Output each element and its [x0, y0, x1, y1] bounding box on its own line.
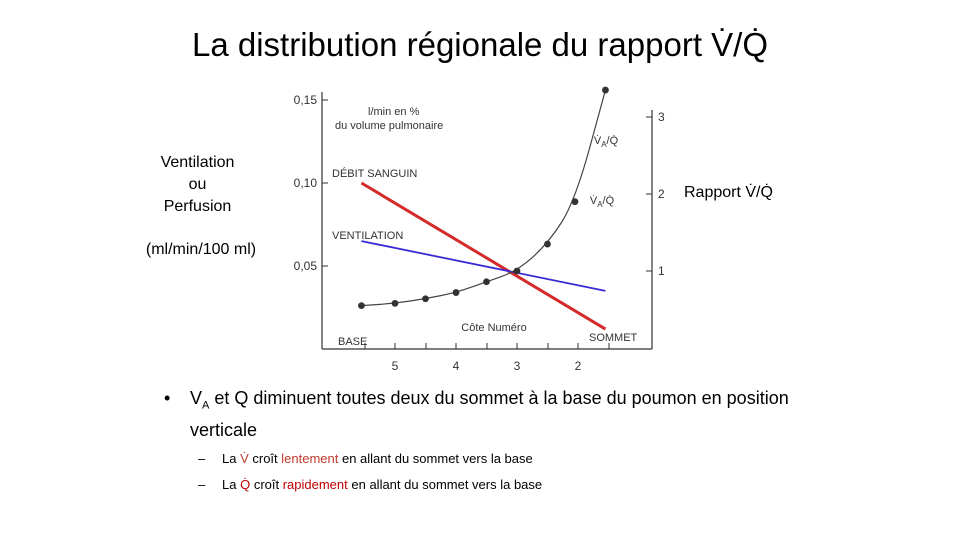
ratio-data-point [422, 295, 429, 303]
sub2-c: en allant du sommet vers la base [347, 476, 543, 492]
ratio-data-point [452, 289, 460, 296]
bullet-subscript: A [202, 399, 210, 412]
left-tick-label: 0,10 [294, 176, 318, 190]
bullet-dot-icon: • [164, 388, 171, 408]
ratio-data-point [571, 198, 579, 206]
right-tick-label: 2 [658, 187, 665, 201]
left-axis-title-line1: l/min en % [368, 106, 420, 118]
ratio-data-point [513, 267, 521, 275]
sub1-symbol: V̇ [240, 450, 249, 466]
left-tick-label: 0,15 [294, 93, 318, 107]
x-left-label: BASE [338, 336, 367, 348]
ratio-data-point [391, 299, 399, 307]
ratio-data-point [544, 240, 551, 248]
x-right-label: SOMMET [589, 332, 638, 344]
sub-bullet-2: – La Q̇ croît rapidement en allant du so… [160, 476, 800, 494]
x-tick-label: 4 [453, 359, 460, 372]
left-axis-label-line3: Perfusion [163, 198, 232, 215]
bullet-text-b: et Q diminuent toutes deux du sommet à l… [190, 388, 789, 440]
sub1-emph: lentement [281, 450, 339, 466]
dash-icon: – [198, 450, 206, 466]
left-tick-marks [322, 99, 328, 267]
sub2-emph: rapidement [282, 476, 348, 492]
left-axis-title-line2: du volume pulmonaire [335, 120, 443, 132]
sub1-a: La [222, 450, 241, 466]
dash-icon: – [198, 476, 206, 492]
sub2-b: croît [250, 476, 283, 492]
x-tick-label: 2 [575, 359, 582, 372]
series-label-ventilation: VENTILATION [332, 230, 403, 242]
bullet-text-a: V [190, 388, 203, 408]
ratio-data-point [483, 278, 490, 286]
left-tick-label: 0,05 [294, 259, 318, 273]
chart-figure: 0,15 0,10 0,05 3 2 1 5 4 3 2 l/min en [280, 82, 680, 377]
slide-title: La distribution régionale du rapport V̇/… [191, 26, 769, 63]
x-axis-title: Côte Numéro [461, 322, 526, 334]
sub1-c: en allant du sommet vers la base [338, 450, 533, 466]
sub2-symbol: Q̇ [240, 476, 251, 492]
series-label-ratio-mid: V̇A/Q̇ [590, 194, 615, 209]
ratio-data-point [602, 86, 609, 94]
ventilation-line [361, 240, 606, 292]
right-tick-label: 3 [658, 110, 665, 124]
ratio-data-point [358, 302, 365, 310]
series-label-debit: DÉBIT SANGUIN [332, 167, 417, 180]
chart-svg: 0,15 0,10 0,05 3 2 1 5 4 3 2 l/min en [294, 86, 665, 373]
sub1-b: croît [248, 450, 282, 466]
bullet-item: • VA et Q diminuent toutes deux du somme… [160, 386, 800, 442]
x-tick-label: 3 [514, 359, 521, 372]
left-axis-label-line1: Ventilation [160, 154, 235, 171]
sub2-a: La [222, 476, 241, 492]
series-label-ratio-top: V̇A/Q̇ [594, 134, 619, 149]
x-tick-marks [364, 343, 610, 349]
right-tick-marks [646, 116, 652, 272]
bullet-list: • VA et Q diminuent toutes deux du somme… [160, 386, 800, 494]
sub-bullet-1: – La V̇ croît lentement en allant du som… [160, 450, 800, 468]
right-tick-label: 1 [658, 264, 665, 278]
right-axis-label: Rapport V̇/Q̇ [684, 184, 773, 201]
debit-line [360, 181, 607, 331]
left-axis-unit: (ml/min/100 ml) [145, 241, 257, 258]
plot-area [358, 86, 609, 331]
left-axis-label: Ventilation ou Perfusion [140, 152, 255, 218]
x-tick-label: 5 [392, 359, 399, 372]
left-axis-label-line2: ou [188, 176, 207, 193]
